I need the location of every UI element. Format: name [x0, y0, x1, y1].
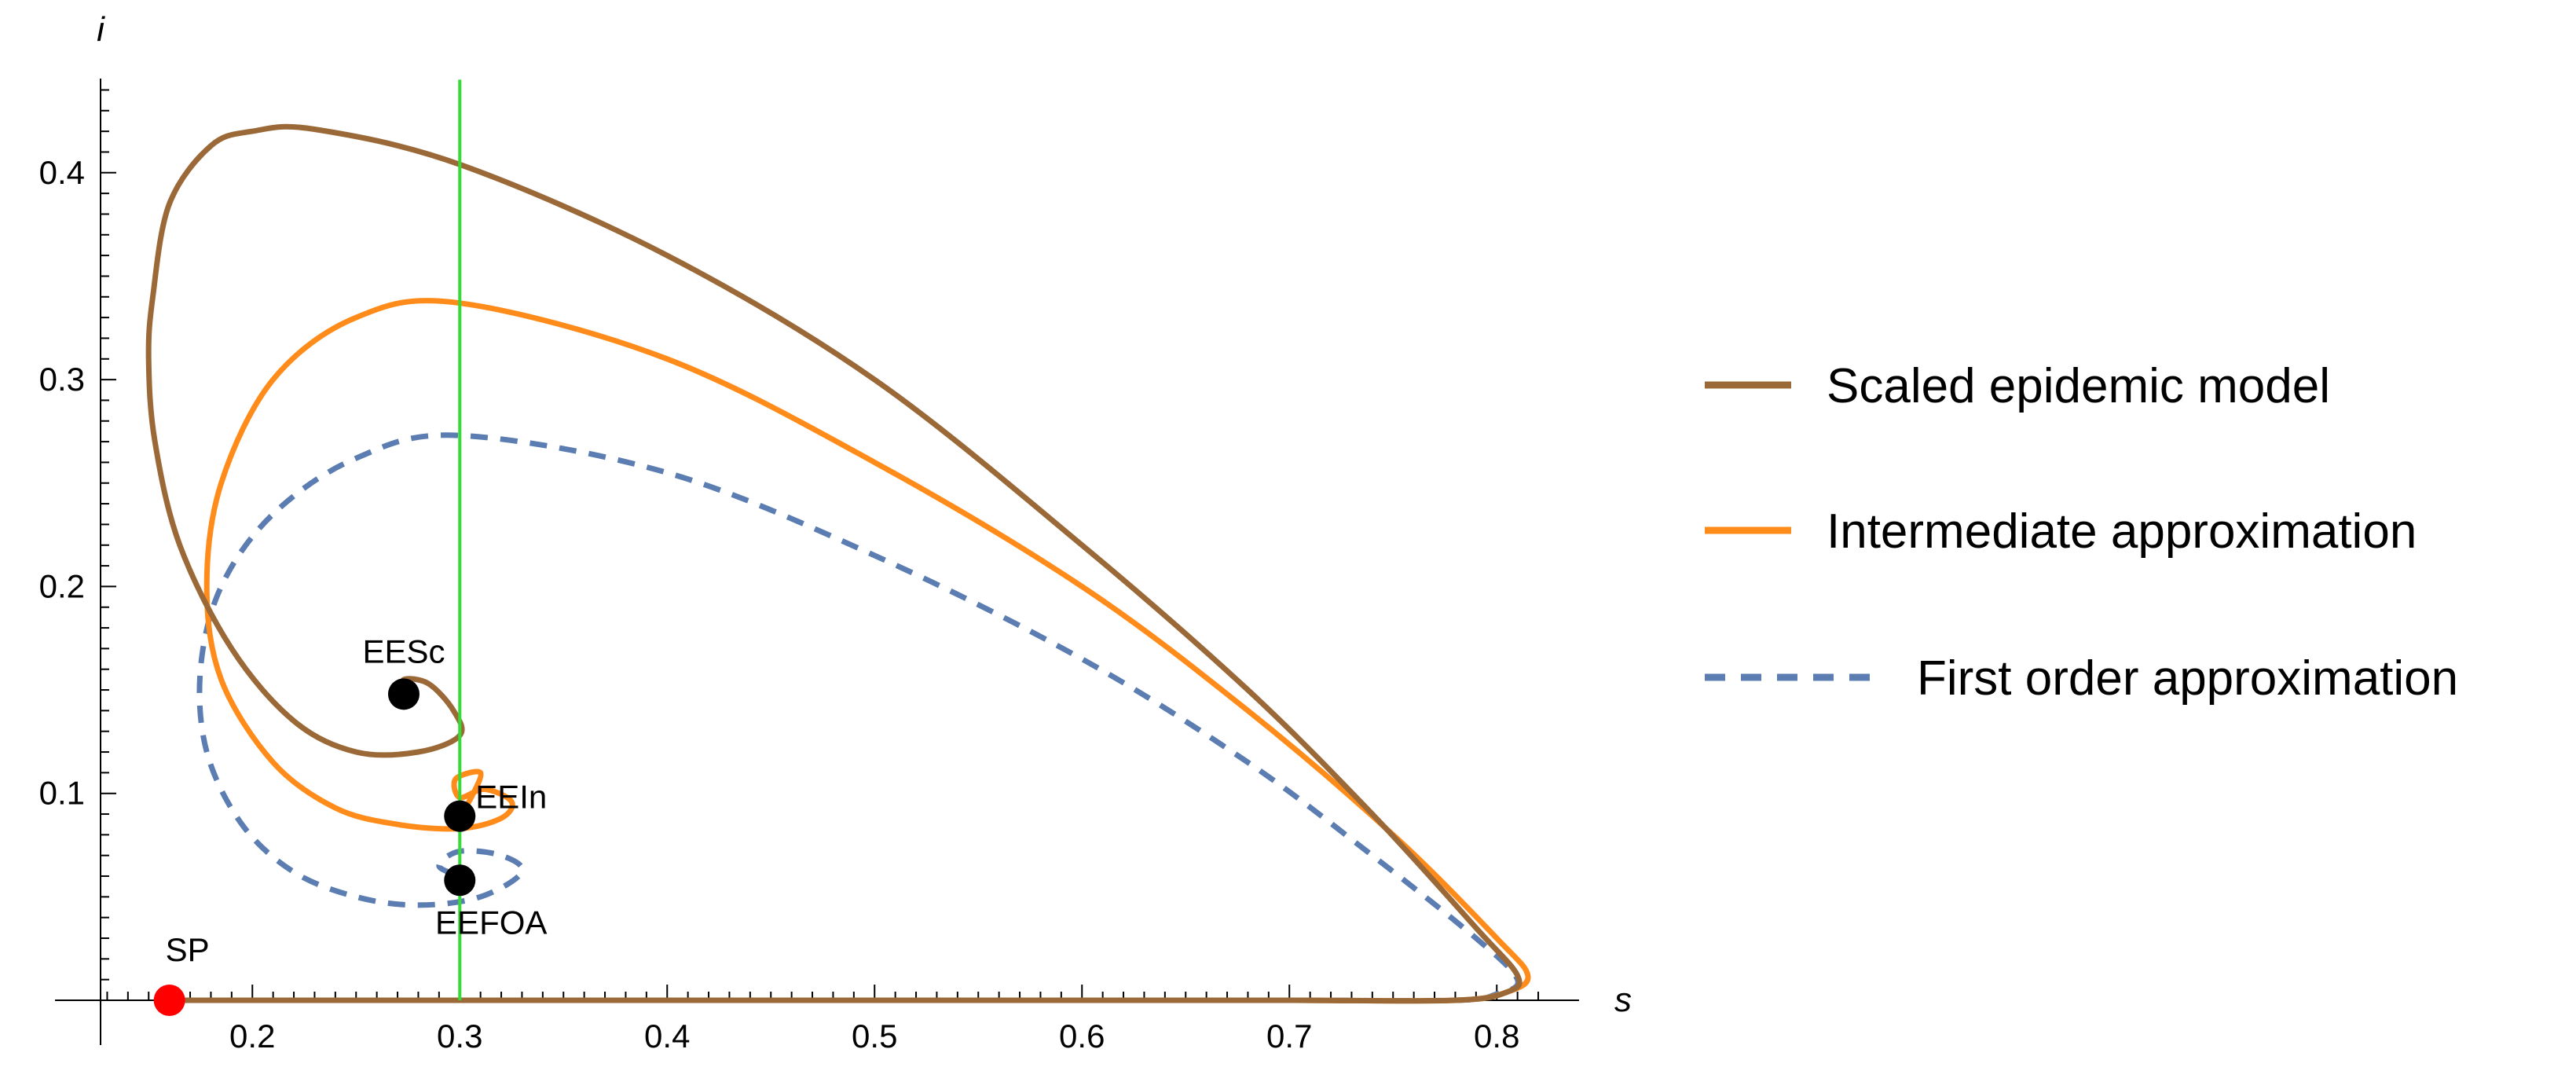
- axes: 0.2 0.3 0.4 0.5 0.6 0.7 0.8 0.1 0.2 0.3 0.4 s i: [39, 10, 1632, 1054]
- point-label-eein: EEIn: [475, 779, 547, 816]
- x-tick-label: 0.6: [1059, 1018, 1105, 1054]
- legend: Scaled epidemic model Intermediate approx…: [1705, 359, 2458, 706]
- point-label-eesc: EESc: [362, 633, 445, 669]
- x-tick-label: 0.5: [852, 1018, 897, 1054]
- x-axis-label: s: [1614, 981, 1632, 1019]
- legend-label-first-order-approximation: First order approximation: [1917, 651, 2458, 706]
- curves: [145, 79, 1531, 1004]
- y-tick-label: 0.2: [39, 567, 85, 604]
- x-tick-label: 0.2: [229, 1018, 275, 1054]
- series-line-first-order-approximation: [169, 432, 1521, 1004]
- y-tick-label: 0.4: [39, 154, 85, 191]
- point-label-eefoa: EEFOA: [435, 904, 547, 941]
- point-eefoa: [444, 864, 476, 897]
- point-eesc: [387, 678, 420, 710]
- y-axis-label: i: [97, 10, 105, 49]
- legend-label-intermediate-approximation: Intermediate approximation: [1827, 504, 2417, 559]
- legend-label-scaled-epidemic-model: Scaled epidemic model: [1827, 359, 2330, 413]
- point-eein: [444, 800, 476, 832]
- x-tick-label: 0.7: [1266, 1018, 1312, 1054]
- x-tick-label: 0.3: [437, 1018, 482, 1054]
- point-label-sp: SP: [166, 931, 210, 968]
- point-sp: [153, 985, 185, 1016]
- y-tick-label: 0.3: [39, 361, 85, 398]
- series-line-scaled-epidemic-model: [145, 123, 1523, 1004]
- x-tick-label: 0.8: [1474, 1018, 1519, 1054]
- x-tick-label: 0.4: [644, 1018, 690, 1054]
- equilibrium-points: SP EESc EEIn EEFOA: [153, 633, 547, 1016]
- y-tick-label: 0.1: [39, 775, 85, 812]
